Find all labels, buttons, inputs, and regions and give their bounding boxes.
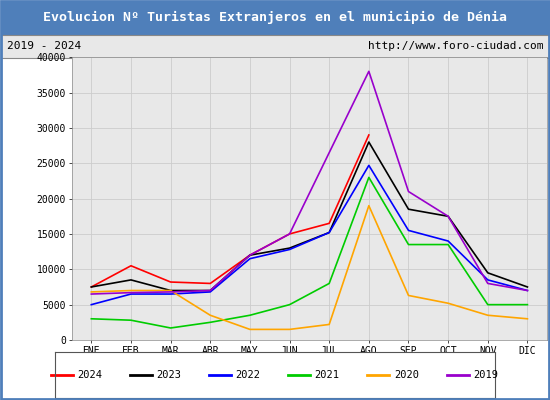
Text: 2019 - 2024: 2019 - 2024 [7, 41, 81, 51]
Text: 2022: 2022 [235, 370, 260, 380]
Text: 2024: 2024 [77, 370, 102, 380]
Text: 2019: 2019 [473, 370, 498, 380]
Text: 2021: 2021 [315, 370, 339, 380]
Text: Evolucion Nº Turistas Extranjeros en el municipio de Dénia: Evolucion Nº Turistas Extranjeros en el … [43, 11, 507, 24]
Text: 2020: 2020 [394, 370, 419, 380]
Text: 2023: 2023 [156, 370, 181, 380]
Text: http://www.foro-ciudad.com: http://www.foro-ciudad.com [368, 41, 543, 51]
